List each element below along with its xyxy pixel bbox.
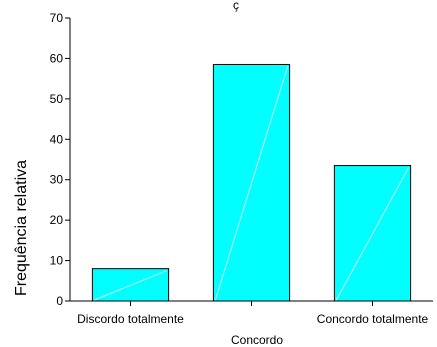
plot-area [91, 63, 412, 302]
y-tick-label: 20 [50, 213, 64, 227]
y-axis-label: Frequência relativa [13, 160, 30, 296]
bar-shine [94, 270, 167, 301]
y-tick-label: 40 [50, 132, 64, 146]
y-axis-ticks: 0 10 20 30 40 50 60 70 [50, 11, 70, 308]
y-tick-label: 70 [50, 11, 64, 25]
chart-title: ç [233, 0, 239, 12]
bar-shine [214, 66, 289, 301]
y-tick-label: 60 [50, 51, 64, 65]
x-axis-ticks: Discordo totalmente Concordo totalmente [77, 301, 429, 326]
y-tick-label: 30 [50, 173, 64, 187]
x-tick-label: Concordo totalmente [317, 312, 429, 326]
y-tick-label: 50 [50, 92, 64, 106]
y-tick-label: 10 [50, 254, 64, 268]
x-tick-label: Discordo totalmente [77, 312, 184, 326]
bar-shine [335, 167, 410, 301]
x-axis-label: Concordo [231, 333, 283, 347]
y-tick-label: 0 [56, 294, 63, 308]
